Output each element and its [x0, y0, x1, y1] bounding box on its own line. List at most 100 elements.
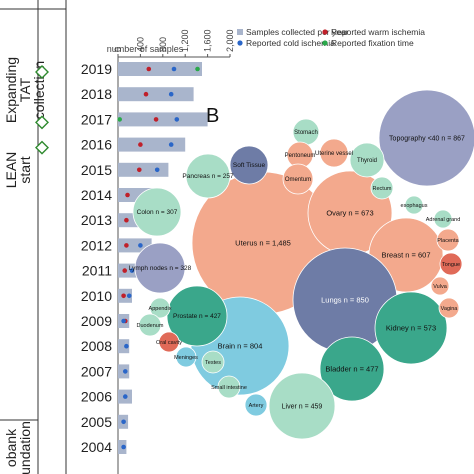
- year-label: 2017: [81, 111, 112, 127]
- bar: [118, 62, 202, 76]
- bubble: [244, 393, 268, 417]
- x-tick-label: 2,000: [225, 29, 235, 52]
- bubble-label: Thyroid: [357, 158, 377, 164]
- x-ticks: 0 400 800 1,200 1,600 2,000: [113, 29, 235, 57]
- data-dot: [171, 66, 177, 72]
- bubble-label: Adrenal grand: [426, 217, 461, 223]
- x-tick-label: 1,600: [203, 29, 213, 52]
- bubble-label: Kidney n = 573: [386, 324, 436, 333]
- bubble: [433, 209, 453, 229]
- bubble-label: Meninges: [174, 355, 198, 361]
- year-label: 2013: [81, 212, 112, 228]
- legend-label: Reported cold ischemia: [246, 38, 335, 48]
- bubble: [268, 372, 336, 440]
- data-dot: [195, 66, 200, 72]
- bubble: [374, 291, 448, 365]
- data-dot: [138, 243, 143, 248]
- bubble: [201, 350, 225, 374]
- bubble-label: Testes: [205, 360, 221, 366]
- bubble: [134, 242, 186, 294]
- data-dot: [146, 66, 152, 72]
- data-dot: [154, 167, 160, 173]
- bar: [118, 339, 130, 354]
- data-dot: [121, 318, 126, 324]
- bubble-label: Omentum: [285, 177, 311, 183]
- year-labels: 2019 2018 2017 2016 2015 2014 2013 2012 2011 2010…: [81, 61, 112, 455]
- bubble-label: Appendix: [149, 306, 172, 312]
- x-tick-label: 0: [113, 47, 123, 52]
- bubble: [185, 153, 231, 199]
- data-dot: [121, 444, 126, 450]
- bubble: [349, 142, 385, 178]
- bubble-label: Lungs n = 850: [321, 296, 369, 305]
- bubble: [149, 297, 171, 319]
- bubble: [319, 138, 349, 168]
- bubble: [282, 163, 314, 195]
- dot-series: [117, 66, 200, 450]
- x-tick-label: 800: [158, 37, 168, 52]
- bubble-label: Artery: [249, 403, 264, 409]
- bar: [118, 112, 208, 127]
- data-dot: [174, 117, 180, 122]
- data-dot: [122, 369, 128, 374]
- bubble: [319, 336, 385, 402]
- bubble: [166, 285, 228, 347]
- data-dot: [122, 268, 128, 273]
- data-dot: [138, 142, 143, 147]
- bubble-label: Pentoneum: [285, 153, 316, 159]
- bubble: [175, 346, 197, 368]
- data-dot: [124, 243, 129, 248]
- side-label-foundation: undation: [17, 421, 33, 474]
- data-dot: [125, 192, 130, 198]
- bubble-label: Duodenum: [137, 323, 164, 329]
- legend-dot: [237, 40, 243, 46]
- year-label: 2007: [81, 363, 112, 379]
- year-label: 2015: [81, 162, 112, 178]
- year-label: 2016: [81, 137, 112, 153]
- bubble-chart: Topography <40 n = 867 Uterus n = 1,485 Ov…: [129, 89, 474, 440]
- milestone-diamond: [35, 140, 49, 155]
- bubble: [217, 375, 241, 399]
- legend-label: Samples collected per year: [246, 27, 349, 37]
- year-label: 2012: [81, 237, 112, 253]
- legend-label: Reported fixation time: [331, 38, 414, 48]
- bubble-label: Vulva: [433, 284, 447, 290]
- bubble-label: Pancreas n = 257: [182, 173, 234, 180]
- bubble: [436, 228, 460, 252]
- side-label-expanding: Expanding: [3, 57, 19, 123]
- year-label: 2018: [81, 86, 112, 102]
- bubble: [158, 331, 180, 353]
- data-dot: [126, 293, 132, 299]
- data-dot: [124, 217, 129, 223]
- side-label-tat: TAT: [17, 77, 33, 102]
- bubble-label: Ovary n = 673: [326, 209, 373, 218]
- side-label-biobank: obank: [3, 428, 19, 467]
- bar: [118, 137, 186, 152]
- bubble-label: Uterus n = 1,485: [235, 239, 291, 248]
- bubble: [138, 313, 162, 337]
- year-label: 2005: [81, 414, 112, 430]
- x-tick-label: 1,200: [180, 29, 190, 52]
- bubble: [229, 145, 269, 185]
- x-tick-label: 400: [135, 37, 145, 52]
- legend-swatch: [237, 29, 243, 35]
- bubble-label: Liver n = 459: [282, 403, 323, 410]
- bubble-label: Soft Tissue: [233, 162, 266, 169]
- bubble-label: Stomach: [294, 130, 318, 136]
- data-dot: [168, 91, 174, 97]
- bubble: [439, 252, 463, 276]
- bubble: [370, 176, 394, 200]
- bar: [118, 87, 194, 102]
- data-dot: [121, 293, 126, 299]
- legend-label: Reported warm ischemia: [331, 27, 425, 37]
- milestone-markers: [35, 65, 49, 155]
- bubble-label: Breast n = 607: [382, 251, 431, 260]
- milestone-diamond: [35, 65, 49, 79]
- milestone-diamond: [35, 115, 49, 130]
- bubble: [430, 276, 450, 296]
- bubble: [404, 195, 424, 215]
- legend-dot: [322, 40, 328, 46]
- data-dot: [136, 167, 142, 173]
